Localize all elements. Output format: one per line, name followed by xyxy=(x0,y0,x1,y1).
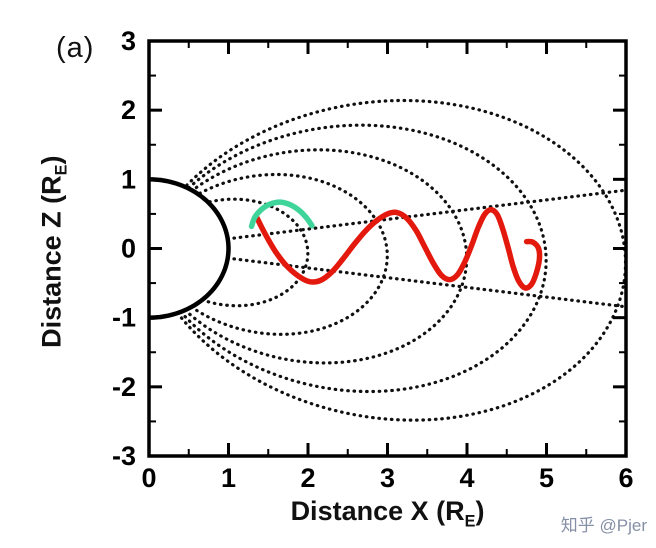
y-axis-label: Distance Z (RE) xyxy=(36,102,71,402)
x-axis-label-text: Distance X (R xyxy=(290,496,465,526)
x-tick-label: 1 xyxy=(221,463,236,493)
y-tick-label: 1 xyxy=(121,164,136,194)
field-line xyxy=(200,197,310,308)
watermark: 知乎 @Pjer xyxy=(560,516,647,535)
x-tick-label: 6 xyxy=(618,463,633,493)
field-line xyxy=(183,148,469,365)
x-tick-label: 4 xyxy=(459,463,474,493)
y-tick-label: -3 xyxy=(112,441,136,471)
plot-content xyxy=(149,98,626,422)
drift-trajectory-red xyxy=(254,207,543,291)
field-line xyxy=(189,172,389,336)
equatorial-field-line xyxy=(226,256,626,309)
y-tick-label: -1 xyxy=(112,303,136,333)
y-tick-label: 3 xyxy=(121,26,136,56)
y-tick-label: 2 xyxy=(121,95,136,125)
y-tick-label: -2 xyxy=(112,372,136,402)
field-line xyxy=(179,123,548,394)
x-tick-label: 2 xyxy=(300,463,315,493)
x-axis-label-end: ) xyxy=(475,496,485,526)
y-axis-label-sub: E xyxy=(52,164,71,176)
y-axis-label-text: Distance Z (R xyxy=(36,175,67,348)
field-line xyxy=(176,98,626,422)
x-tick-label: 5 xyxy=(539,463,554,493)
panel-label: (a) xyxy=(56,32,95,64)
earth xyxy=(149,177,231,320)
equatorial-field-line xyxy=(226,188,626,241)
initial-segment-green xyxy=(248,199,315,230)
x-axis-label-sub: E xyxy=(464,512,476,531)
x-axis-label: Distance X (RE) xyxy=(149,496,626,531)
x-tick-label: 3 xyxy=(380,463,395,493)
y-axis-label-end: ) xyxy=(36,155,67,165)
y-tick-label: 0 xyxy=(121,234,136,264)
x-tick-label: 0 xyxy=(141,463,156,493)
